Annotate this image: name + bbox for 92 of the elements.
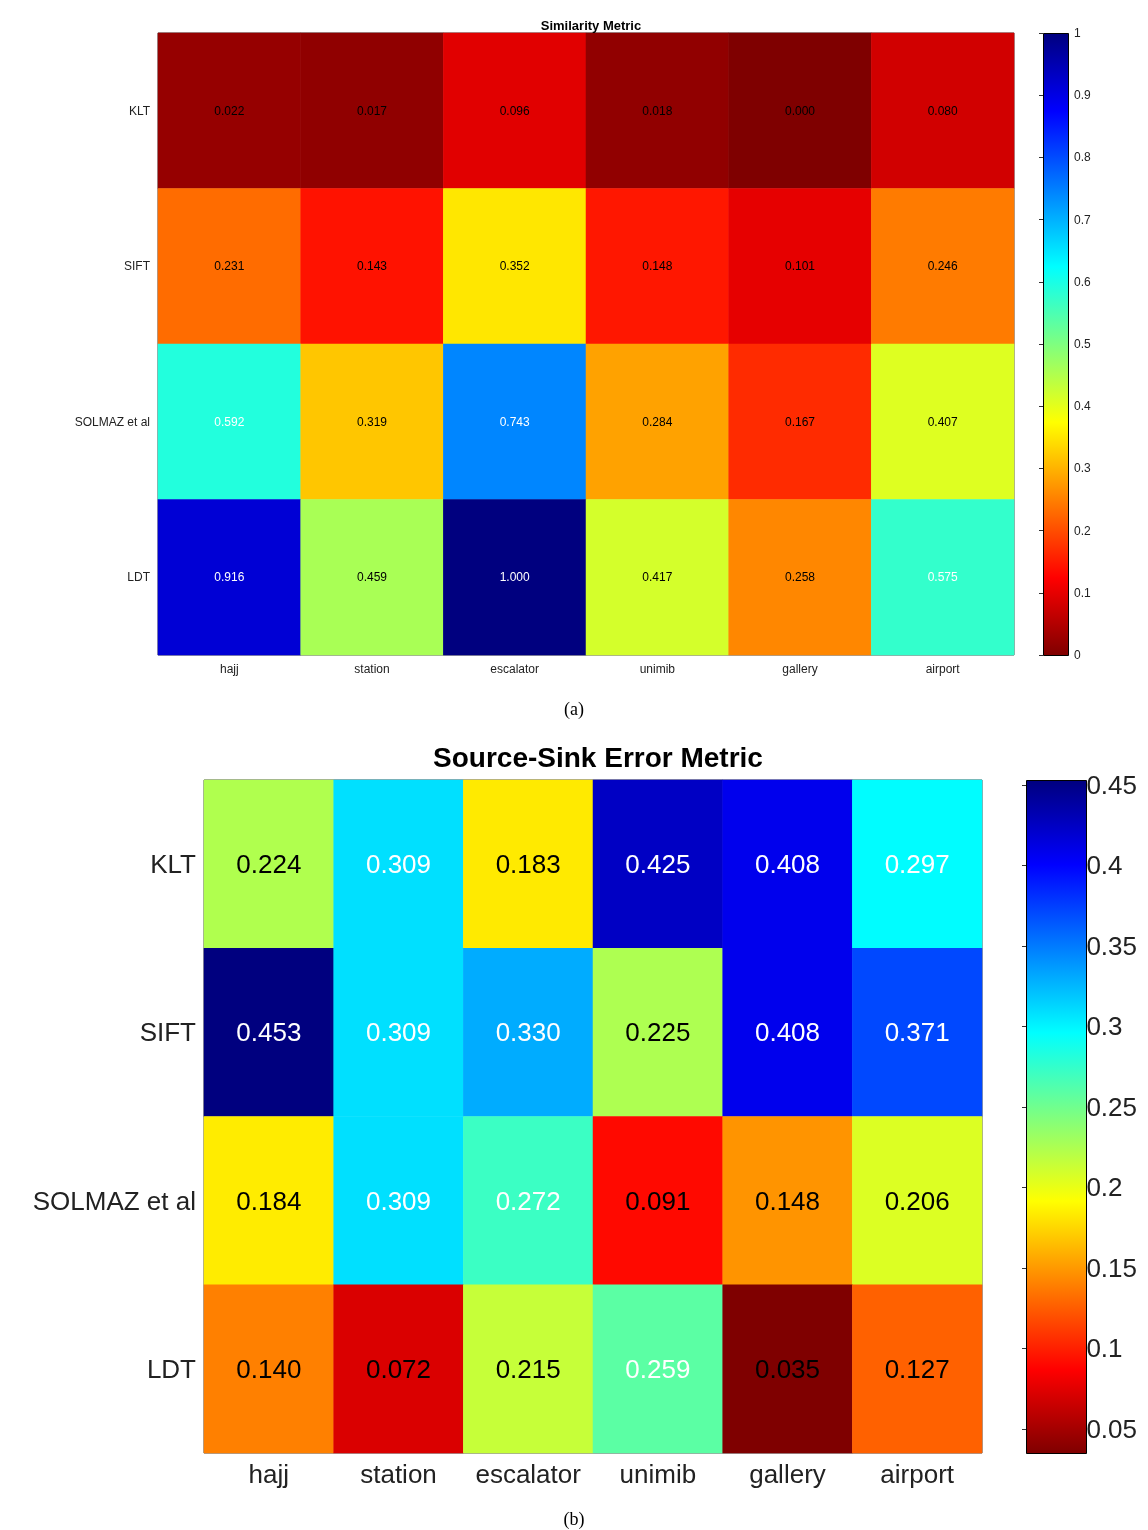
data-label: 0.183	[495, 849, 561, 880]
color-bar-label: 0.1	[1074, 585, 1092, 600]
color-bar-label: 0.45	[1086, 769, 1138, 800]
color-bar-label: 0.4	[1074, 399, 1092, 414]
data-label: 0.309	[365, 1017, 432, 1048]
data-label: 0.072	[365, 1353, 432, 1384]
data-label: 0.408	[754, 1017, 821, 1048]
text: (a)	[564, 699, 584, 720]
data-label: 0.916	[214, 570, 245, 585]
x-tick-label: unimib	[619, 1459, 697, 1489]
x-tick-label: gallery	[782, 662, 818, 676]
data-label: 0.319	[356, 414, 388, 429]
data-label: 0.575	[927, 570, 959, 585]
color-bar-label: 0.5	[1074, 337, 1092, 351]
x-tick-label: airport	[880, 1459, 955, 1489]
data-label: 0.096	[499, 103, 531, 118]
color-bar-label: 0.1	[1086, 1333, 1123, 1364]
data-label: 0.453	[236, 1017, 302, 1048]
color-bar-label: 0.35	[1086, 930, 1138, 961]
y-tick-label: LDT	[127, 570, 151, 585]
color-bar-label: 0.3	[1086, 1011, 1123, 1042]
y-tick-label: KLT	[128, 103, 151, 118]
color-bar-label: 0.8	[1074, 150, 1092, 165]
y-tick-label: SOLMAZ et al	[32, 1185, 196, 1216]
color-bar-label: 0.2	[1074, 523, 1092, 538]
data-label: 1.000	[499, 570, 531, 585]
x-tick-label: station	[360, 1459, 437, 1489]
data-label: 0.080	[927, 103, 959, 118]
color-bar-label: 0.25	[1086, 1091, 1138, 1122]
color-bar-label: 0.2	[1086, 1172, 1123, 1203]
y-tick-label: LDT	[146, 1353, 197, 1384]
data-label: 0.143	[356, 259, 388, 274]
color-bar-label: 0.6	[1074, 274, 1092, 289]
chart-title: Similarity Metric	[540, 18, 642, 33]
data-label: 0.408	[754, 849, 821, 880]
data-label: 0.371	[884, 1017, 950, 1048]
y-tick-label: SOLMAZ et al	[74, 414, 150, 429]
data-label: 0.284	[642, 414, 673, 429]
x-tick-label: station	[354, 662, 390, 676]
data-label: 0.225	[625, 1017, 691, 1048]
data-label: 0.017	[356, 103, 388, 118]
data-label: 0.184	[236, 1185, 302, 1216]
color-bar-label: 0	[1074, 648, 1081, 662]
data-label: 0.215	[495, 1353, 561, 1384]
color-bar-label: 0.9	[1074, 88, 1092, 103]
data-label: 0.259	[625, 1353, 691, 1384]
data-label: 0.330	[495, 1017, 561, 1048]
color-bar-label: 1	[1074, 26, 1081, 40]
x-tick-label: escalator	[475, 1459, 582, 1489]
data-label: 0.425	[625, 849, 691, 880]
x-tick-label: unimib	[639, 662, 676, 676]
data-label: 0.309	[365, 1185, 432, 1216]
data-label: 0.140	[236, 1353, 302, 1384]
data-label: 0.743	[499, 414, 531, 429]
data-label: 0.101	[784, 259, 816, 274]
data-label: 0.148	[754, 1185, 821, 1216]
data-label: 0.297	[884, 849, 950, 880]
data-label: 0.417	[642, 570, 673, 585]
data-label: 0.035	[754, 1353, 821, 1384]
data-label: 0.206	[884, 1185, 950, 1216]
chart-title: Source-Sink Error Metric	[433, 741, 763, 773]
color-bar-label: 0.05	[1086, 1413, 1138, 1444]
data-label: 0.258	[784, 570, 816, 585]
data-label: 0.000	[784, 103, 816, 118]
y-tick-label: SIFT	[124, 259, 151, 274]
x-tick-label: escalator	[490, 662, 540, 676]
x-tick-label: hajj	[219, 662, 239, 676]
data-label: 0.272	[495, 1185, 561, 1216]
color-bar-label: 0.15	[1086, 1252, 1138, 1283]
data-label: 0.459	[356, 570, 388, 585]
color-bar-label: 0.4	[1086, 850, 1123, 881]
data-label: 0.091	[625, 1185, 691, 1216]
x-tick-label: gallery	[749, 1459, 826, 1489]
data-label: 0.167	[784, 414, 816, 429]
data-label: 0.224	[236, 849, 302, 880]
x-tick-label: hajj	[248, 1459, 290, 1489]
y-tick-label: KLT	[150, 849, 197, 880]
data-label: 0.148	[642, 259, 673, 274]
data-label: 0.127	[884, 1353, 950, 1384]
data-label: 0.309	[365, 849, 432, 880]
color-bar-label: 0.3	[1074, 461, 1092, 476]
color-bar-label: 0.7	[1074, 212, 1092, 227]
data-label: 0.407	[927, 414, 959, 429]
data-label: 0.246	[927, 259, 959, 274]
data-label: 0.231	[214, 259, 245, 274]
data-label: 0.352	[499, 259, 531, 274]
data-label: 0.018	[642, 103, 673, 118]
y-tick-label: SIFT	[139, 1017, 197, 1048]
data-label: 0.592	[214, 414, 245, 429]
x-tick-label: airport	[925, 662, 961, 676]
text: (b)	[563, 1509, 585, 1530]
data-label: 0.022	[214, 103, 245, 118]
